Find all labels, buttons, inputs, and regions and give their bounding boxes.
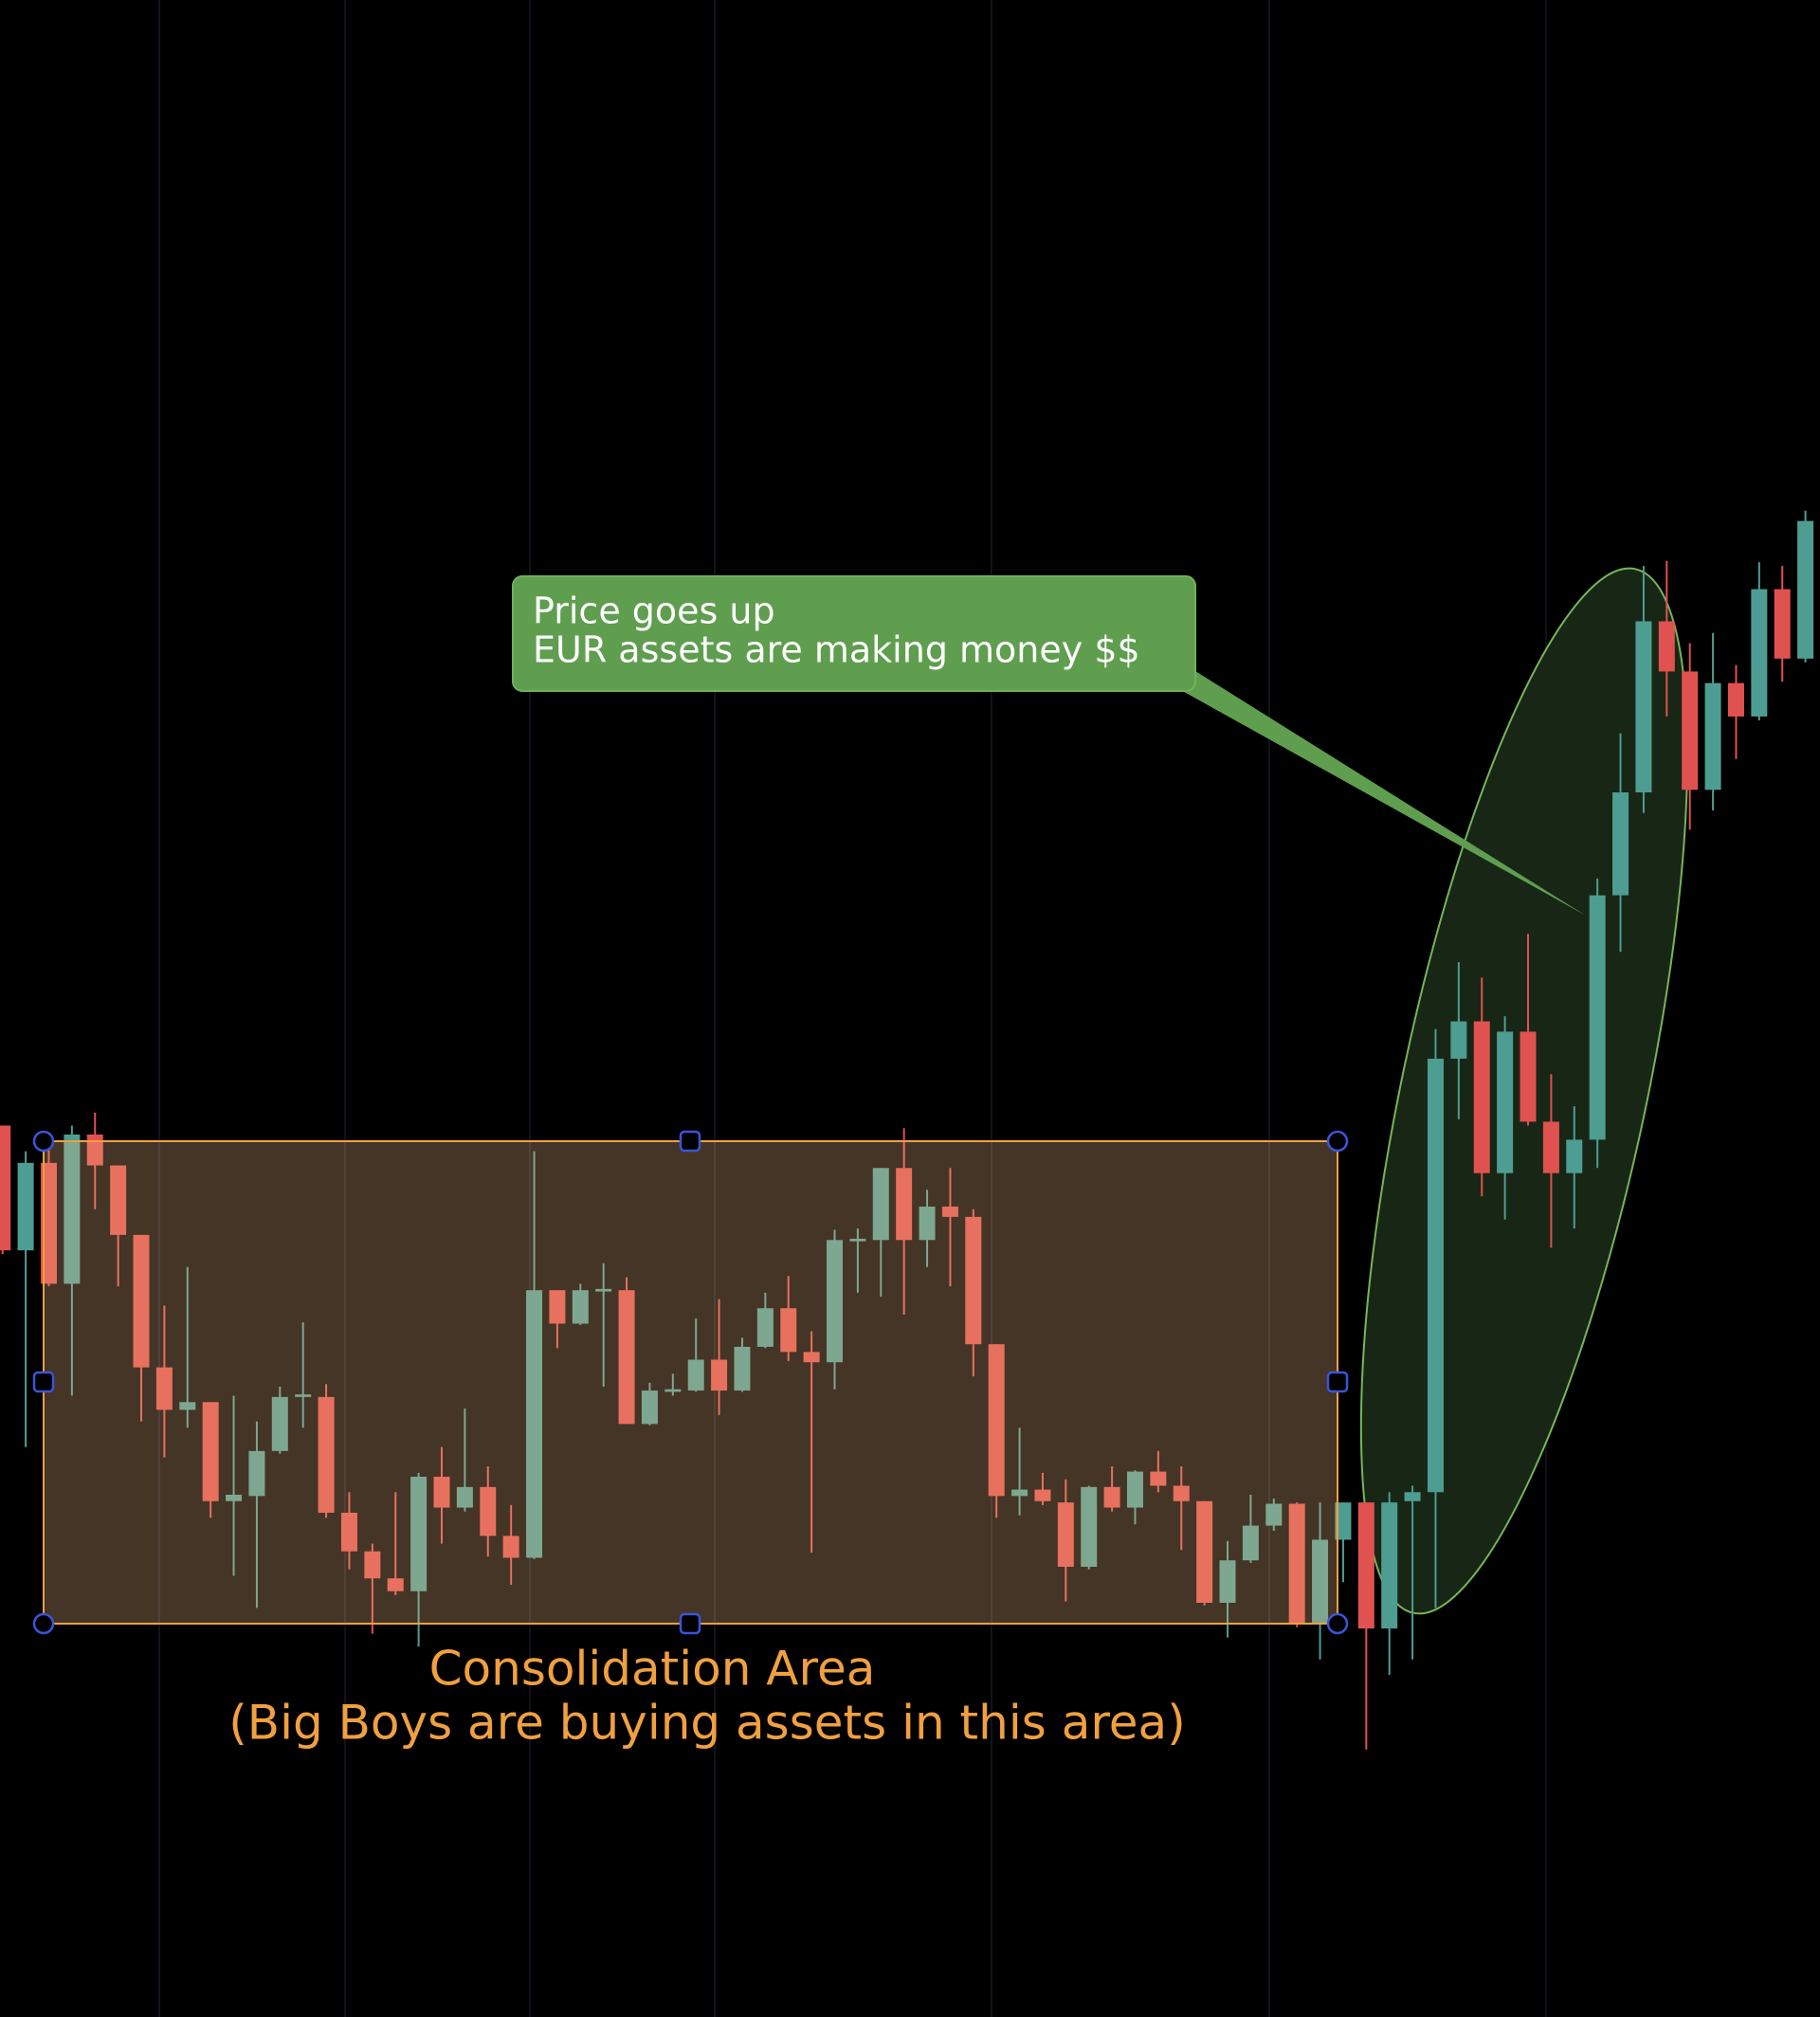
candle-body: [1682, 671, 1699, 790]
callout-box: [512, 575, 1196, 692]
box-label: (Big Boys are buying assets in this area…: [228, 1696, 1185, 1751]
candle-body: [1473, 1021, 1490, 1173]
candle-body: [410, 1477, 428, 1591]
candle-body: [664, 1389, 682, 1392]
candle-body: [965, 1216, 982, 1345]
candle-body: [849, 1238, 866, 1242]
box-label: Consolidation Area: [429, 1642, 876, 1697]
candle-body: [1219, 1560, 1236, 1603]
grid: [158, 0, 1547, 2017]
candle-body: [1658, 621, 1675, 672]
candle-body: [941, 1207, 958, 1217]
candle-body: [711, 1359, 728, 1391]
candle-body: [1427, 1058, 1444, 1493]
candle-body: [872, 1168, 889, 1241]
candle-body: [1751, 589, 1768, 717]
candle-body: [86, 1135, 103, 1166]
candle-body: [364, 1551, 381, 1579]
candle-body: [456, 1486, 473, 1508]
candle-body: [756, 1308, 774, 1347]
candle-body: [1497, 1031, 1514, 1173]
candle-body: [572, 1290, 589, 1324]
candle-body: [1034, 1489, 1051, 1501]
candles: [0, 510, 1814, 1750]
consolidation-box: [43, 1140, 1338, 1625]
candle-body: [0, 1125, 11, 1251]
candle-body: [1727, 682, 1744, 717]
candle-body: [295, 1394, 312, 1397]
candle-body: [179, 1402, 196, 1410]
handle: [32, 1612, 55, 1635]
handle: [1326, 1612, 1349, 1635]
candle-body: [1450, 1021, 1467, 1059]
candle-body: [318, 1396, 335, 1513]
candle-body: [1057, 1502, 1074, 1567]
handle: [679, 1130, 701, 1153]
candle-body: [641, 1390, 658, 1425]
candle-body: [1173, 1485, 1190, 1501]
candle-body: [226, 1495, 243, 1501]
candle-body: [896, 1168, 913, 1241]
candle-body: [1103, 1486, 1120, 1508]
candle-body: [110, 1165, 127, 1235]
callout-text: Price goes up: [533, 591, 775, 632]
candle-body: [40, 1162, 57, 1284]
box-handles: [32, 1130, 1349, 1635]
candle-body: [1589, 895, 1606, 1140]
handle: [1326, 1130, 1349, 1153]
candle-body: [1381, 1502, 1398, 1629]
handle: [1326, 1371, 1349, 1393]
handle: [32, 1371, 55, 1393]
candle-body: [133, 1234, 150, 1368]
candle-body: [502, 1535, 519, 1558]
candle-body: [480, 1486, 497, 1536]
candle-body: [1196, 1500, 1213, 1603]
candle-body: [595, 1288, 612, 1292]
callout-text: EUR assets are making money $$: [533, 629, 1140, 671]
candle-body: [549, 1290, 566, 1324]
candle-body: [1404, 1492, 1421, 1501]
candle-body: [1357, 1502, 1374, 1629]
candle-body: [1635, 621, 1652, 792]
candle-body: [1288, 1503, 1305, 1624]
candle-body: [1797, 520, 1814, 659]
candle-body: [1704, 682, 1721, 790]
candle-body: [1081, 1486, 1098, 1567]
candle-body: [64, 1135, 81, 1284]
candle-body: [780, 1308, 797, 1353]
candle-body: [827, 1240, 844, 1363]
candle-body: [1566, 1139, 1583, 1173]
candle-body: [734, 1346, 751, 1391]
candle-body: [202, 1402, 219, 1501]
candle-body: [271, 1396, 288, 1451]
candle-body: [618, 1290, 635, 1425]
candle-body: [526, 1290, 543, 1558]
candle-body: [988, 1344, 1005, 1497]
candle-body: [687, 1359, 704, 1391]
candle-body: [1011, 1489, 1028, 1497]
candle-body: [1126, 1471, 1143, 1508]
candle-body: [919, 1207, 936, 1241]
candle-body: [340, 1513, 357, 1552]
candle-body: [17, 1162, 34, 1251]
candle-body: [433, 1477, 450, 1508]
callout-pointer: [1177, 671, 1586, 916]
candle-body: [1242, 1525, 1259, 1561]
candle-body: [155, 1367, 173, 1410]
handle: [32, 1130, 55, 1153]
candle-body: [1335, 1502, 1352, 1540]
candle-body: [1520, 1031, 1537, 1122]
handle: [679, 1612, 701, 1635]
candle-body: [248, 1450, 265, 1497]
candle-body: [1542, 1121, 1559, 1173]
candle-body: [1265, 1503, 1283, 1526]
candle-body: [1774, 589, 1791, 659]
candle-body: [1150, 1471, 1167, 1486]
candle-body: [387, 1578, 404, 1591]
candle-body: [1612, 792, 1629, 896]
candle-body: [1312, 1539, 1329, 1624]
candle-body: [803, 1352, 820, 1363]
